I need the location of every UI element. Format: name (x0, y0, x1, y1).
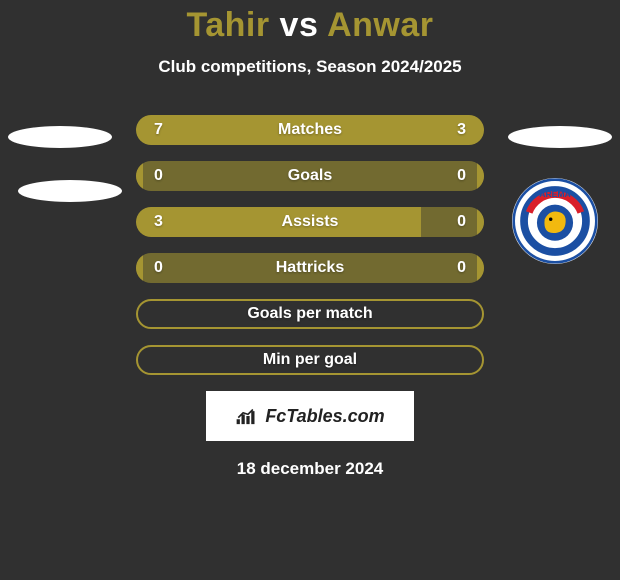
stat-right-fill (477, 161, 484, 191)
stat-label: Goals per match (247, 305, 372, 323)
player1-name: Tahir (187, 6, 270, 44)
player2-name: Anwar (327, 6, 433, 44)
stat-right-fill (477, 207, 484, 237)
stat-row: 3 0 Assists (136, 207, 484, 237)
infographic-root: Tahir vs Anwar Club competitions, Season… (0, 0, 620, 580)
stat-label: Goals (288, 167, 332, 185)
brand-text: FcTables.com (265, 406, 384, 427)
stat-left-fill (136, 161, 143, 191)
stat-label: Hattricks (276, 259, 344, 277)
player1-silhouette-2 (18, 180, 122, 202)
comparison-bars: 7 3 Matches 0 0 Goals 3 0 Assists 0 0 Hattricks Goal… (136, 115, 484, 375)
club-badge-icon: AREMA (512, 178, 598, 264)
stat-right-value: 0 (457, 167, 466, 185)
brand-icon (235, 406, 261, 426)
stat-right-value: 3 (457, 121, 466, 139)
stat-label: Matches (278, 121, 342, 139)
player1-silhouette-1 (8, 126, 112, 148)
stat-left-value: 0 (154, 167, 163, 185)
snapshot-date: 18 december 2024 (0, 459, 620, 479)
stat-right-fill (380, 115, 484, 145)
stat-left-value: 7 (154, 121, 163, 139)
player2-silhouette (508, 126, 612, 148)
stat-right-value: 0 (457, 213, 466, 231)
stat-right-fill (477, 253, 484, 283)
stat-right-value: 0 (457, 259, 466, 277)
stat-row: 0 0 Goals (136, 161, 484, 191)
page-title: Tahir vs Anwar (0, 6, 620, 45)
stat-row: 0 0 Hattricks (136, 253, 484, 283)
svg-text:AREMA: AREMA (539, 189, 571, 199)
stat-left-fill (136, 115, 380, 145)
subtitle: Club competitions, Season 2024/2025 (0, 57, 620, 77)
stat-row: Min per goal (136, 345, 484, 375)
stat-left-value: 3 (154, 213, 163, 231)
stat-row: 7 3 Matches (136, 115, 484, 145)
brand-label: FcTables.com (235, 406, 384, 427)
stat-left-value: 0 (154, 259, 163, 277)
club-badge: AREMA (512, 178, 598, 264)
stat-row: Goals per match (136, 299, 484, 329)
stat-label: Min per goal (263, 351, 357, 369)
stat-left-fill (136, 207, 421, 237)
vs-separator: vs (270, 6, 327, 44)
brand-footer: FcTables.com (206, 391, 414, 441)
stat-left-fill (136, 253, 143, 283)
stat-label: Assists (282, 213, 339, 231)
